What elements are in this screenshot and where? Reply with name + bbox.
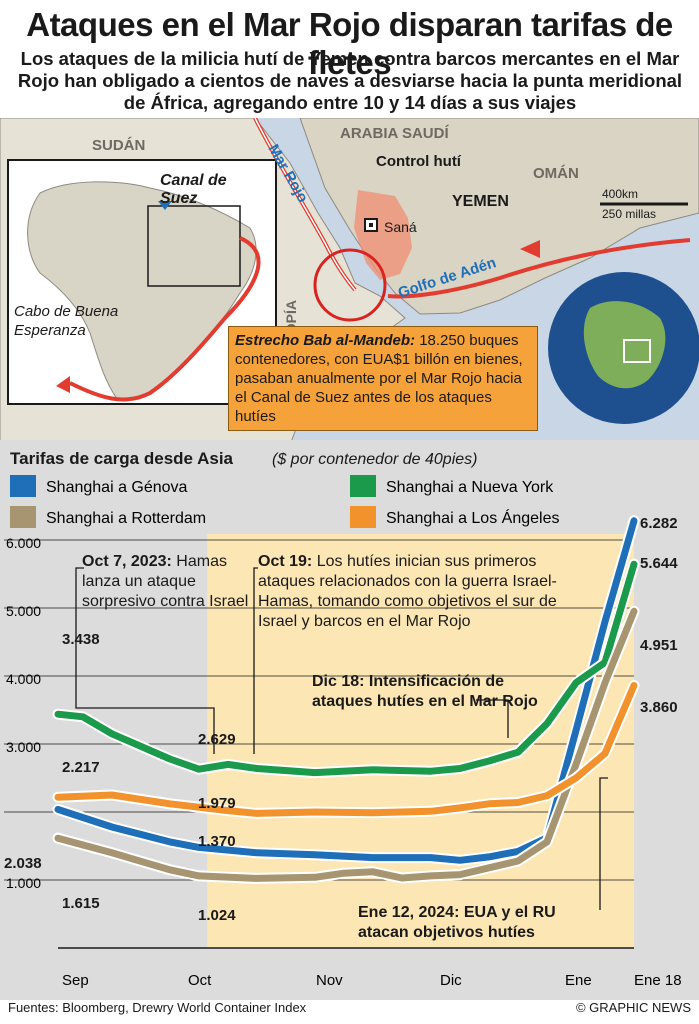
value-label-rotterdam-end: 4.951 [640,637,678,654]
leader-oct7 [75,567,215,754]
value-label-genova-start: 2.038 [4,855,42,872]
value-label-rotterdam-oct19: 1.024 [198,907,236,924]
y-tick-5000: 5.000 [6,603,41,619]
label-sudan: SUDÁN [92,137,145,154]
value-label-ny-start: 3.438 [62,631,100,648]
inset-focus-box [147,205,241,287]
value-label-rotterdam-start: 1.615 [62,895,100,912]
legend-swatch-rotterdam [10,506,36,528]
series-line-1 [54,560,638,777]
annotation-oct7-text: Hamas lanza un ataque sorpresivo contra … [82,553,249,610]
y-tick-4000: 4.000 [6,671,41,687]
x-tick-nov: Nov [316,972,343,989]
callout-title: Estrecho Bab al-Mandeb: [235,332,416,349]
label-oman: OMÁN [533,165,579,182]
bab-al-mandeb-callout: Estrecho Bab al-Mandeb: 18.250 buques co… [228,326,538,431]
x-tick-oct: Oct [188,972,212,989]
callout-text: 18.250 buques contenedores, con EUA$1 bi… [235,332,523,425]
legend-swatch-nueva-york [350,475,376,497]
label-scale-mi: 250 millas [602,207,656,221]
bab-al-mandeb-circle [313,248,387,322]
globe-focus-box [623,339,651,363]
red-sea-route-highlight [254,118,356,291]
x-tick-ene18: Ene 18 [634,972,682,989]
value-label-ny-oct7: 2.629 [198,731,236,748]
aden-route [387,238,691,299]
value-label-genova-oct: 1.370 [198,833,236,850]
label-control: Control hutí [376,153,462,170]
legend-label-nueva-york: Shanghai a Nueva York [386,479,554,496]
legend-swatch-los-angeles [350,506,376,528]
label-cabo: Cabo de Buena Esperanza [14,303,119,339]
value-label-la-end: 3.860 [640,699,678,716]
legend-label-los-angeles: Shanghai a Los Ángeles [386,508,559,527]
label-yemen: YEMEN [452,193,509,210]
annotation-ene12-text: EUA y el RU atacan objetivos hutíes [358,904,556,941]
x-tick-ene: Ene [565,972,592,989]
series-line-3 [54,682,638,817]
cape-route [69,236,261,402]
footer-brand: © GRAPHIC NEWS [575,1000,691,1015]
headline: Ataques en el Mar Rojo disparan tarifas … [26,6,673,81]
map-panel: SUDÁN ARABIA SAUDÍ YEMEN OMÁN ETIOPÍA Co… [0,118,699,445]
annotation-oct7-date: Oct 7, 2023: [82,553,172,570]
cape-route-arrow [56,376,70,393]
y-tick-1000: 1.000 [6,875,41,891]
value-label-genova-end: 6.282 [640,515,678,532]
houthi-control-area [354,190,412,280]
sana-marker-dot [369,223,373,227]
legend-label-rotterdam: Shanghai a Rotterdam [46,510,206,527]
label-scale-km: 400km [602,187,638,201]
label-suez: Canal de Suez [160,172,227,207]
leader-oct19 [253,567,258,754]
legend-label-genova: Shanghai a Génova [46,479,188,496]
series-line-0 [54,517,638,864]
aden-route-arrow [520,240,540,258]
x-tick-sep: Sep [62,972,89,989]
annotation-dic18-text: Intensificación de ataques hutíes en el … [312,673,538,710]
y-tick-6000: 6.000 [6,535,41,551]
chart-subtitle: ($ por contenedor de 40pies) [272,451,477,468]
y-tick-3000: 3.000 [6,739,41,755]
series-line-2 [54,607,638,882]
freight-chart: Tarifas de carga desde Asia ($ por conte… [0,440,699,1000]
legend-swatch-genova [10,475,36,497]
value-label-ny-end: 5.644 [640,555,678,572]
chart-title: Tarifas de carga desde Asia [10,449,234,468]
x-tick-dic: Dic [440,972,462,989]
value-label-la-start: 2.217 [62,759,100,776]
annotation-oct19-text: Los hutíes inician sus primeros ataques … [258,553,557,630]
label-sana: Saná [384,219,417,235]
suez-marker-icon [158,201,172,210]
dek: Los ataques de la milicia hutí de Yemen … [17,48,683,113]
leader-ene12 [599,777,608,910]
annotation-dic18-date: Dic 18: [312,673,365,690]
footer-sources: Fuentes: Bloomberg, Drewry World Contain… [8,1000,307,1015]
annotation-oct19-date: Oct 19: [258,553,313,570]
leader-dic18 [476,699,509,738]
value-label-la-oct19: 1.979 [198,795,236,812]
label-arabia: ARABIA SAUDÍ [340,125,449,142]
annotation-ene12-date: Ene 12, 2024: [358,904,460,921]
